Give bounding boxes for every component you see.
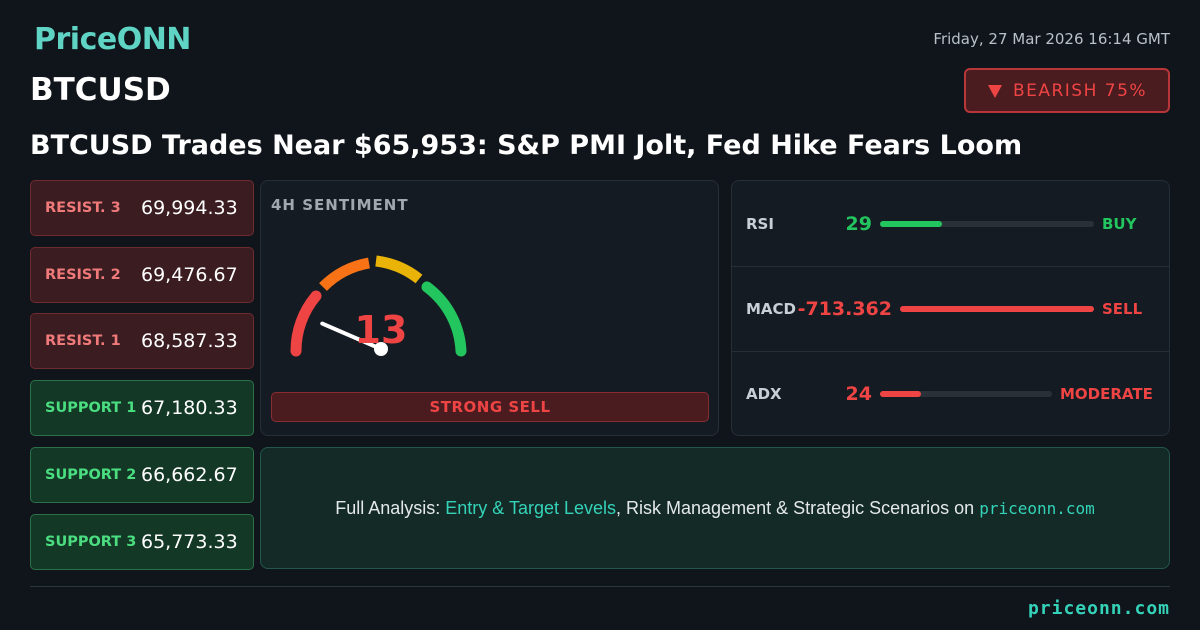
level-label: RESIST. 1 — [45, 333, 121, 350]
indicator-track — [900, 306, 1094, 312]
level-value: 69,476.67 — [141, 263, 238, 286]
indicator-name: ADX — [746, 385, 782, 403]
level-box: SUPPORT 2 66,662.67 — [30, 446, 254, 503]
indicator-bar — [880, 220, 943, 227]
badge-text: BEARISH 75% — [1012, 80, 1148, 101]
datetime: Friday, 27 Mar 2026 16:14 GMT — [933, 30, 1170, 48]
indicator-value: 29 — [845, 212, 872, 235]
cta: Full Analysis: Entry & Target Levels, Ri… — [260, 447, 1170, 569]
cta-highlight: Entry & Target Levels — [445, 497, 617, 518]
indicator-row: ADX 24 MODERATE — [732, 351, 1169, 436]
level-box: RESIST. 2 69,476.67 — [30, 246, 254, 303]
level-box: SUPPORT 3 65,773.33 — [30, 513, 254, 570]
level-value: 65,773.33 — [141, 530, 238, 553]
indicator-row: RSI 29 BUY — [732, 181, 1169, 266]
level-label: SUPPORT 1 — [45, 400, 137, 417]
gauge-hub — [374, 342, 388, 356]
level-value: 68,587.33 — [141, 330, 238, 353]
sentiment-label: STRONG SELL — [271, 392, 709, 422]
gauge-yellow — [375, 255, 423, 284]
level-box: RESIST. 1 68,587.33 — [30, 313, 254, 370]
gauge-green — [421, 281, 467, 357]
indicator-signal: MODERATE — [1060, 385, 1153, 403]
divider — [30, 586, 1170, 587]
gauge: 13 — [290, 255, 467, 357]
indicator-track — [880, 391, 1052, 397]
gauge-needle — [320, 321, 383, 351]
level-label: SUPPORT 2 — [45, 466, 137, 483]
indicators-panel: RSI 29 BUY MACD -713.362 SELL ADX 24 MODERATE — [731, 180, 1170, 436]
indicator-name: RSI — [746, 214, 774, 233]
level-value: 69,994.33 — [141, 197, 238, 219]
level-label: RESIST. 2 — [45, 266, 121, 283]
indicator-signal: BUY — [1102, 214, 1137, 233]
level-value: 67,180.33 — [141, 397, 238, 420]
cta-prefix: Full Analysis: — [335, 497, 446, 518]
gauge-value: 13 — [355, 308, 408, 352]
indicator-value: 24 — [845, 383, 872, 405]
indicator-bar — [880, 391, 922, 397]
cta-site[interactable]: priceonn.com — [979, 498, 1095, 518]
indicator-bar — [900, 306, 1094, 312]
level-box: SUPPORT 1 67,180.33 — [30, 380, 254, 437]
brand: PriceONN — [34, 22, 191, 57]
symbol: BTCUSD — [30, 72, 171, 108]
gauge-orange — [319, 257, 371, 292]
sentiment-title: 4H SENTIMENT — [271, 196, 409, 214]
badge: BEARISH 75% — [964, 68, 1170, 113]
gauge-red — [290, 290, 322, 357]
footer[interactable]: priceonn.com — [1027, 598, 1170, 619]
level-label: SUPPORT 3 — [45, 533, 137, 550]
indicator-value: -713.362 — [797, 298, 892, 320]
headline: BTCUSD Trades Near $65,953: S&P PMI Jolt… — [30, 130, 1023, 161]
sentiment-panel: 4H SENTIMENT 13 STRONG SELL — [260, 180, 719, 436]
indicator-track — [880, 220, 1094, 227]
cta-middle: , Risk Management & Strategic Scenarios … — [616, 497, 980, 518]
indicator-row: MACD -713.362 SELL — [732, 266, 1169, 351]
level-label: RESIST. 3 — [45, 200, 121, 216]
level-value: 66,662.67 — [141, 463, 238, 486]
indicator-name: MACD — [746, 300, 796, 318]
level-box: RESIST. 3 69,994.33 — [30, 180, 254, 236]
down-arrow — [987, 84, 1002, 98]
indicator-signal: SELL — [1102, 300, 1143, 318]
